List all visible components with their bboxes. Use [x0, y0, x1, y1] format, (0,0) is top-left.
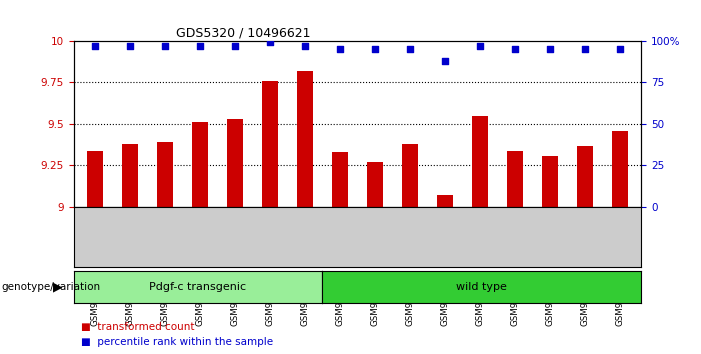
Bar: [613, 131, 628, 207]
Point: [89, 43, 100, 48]
Point: [580, 46, 591, 52]
Bar: [508, 150, 523, 207]
Text: ■  percentile rank within the sample: ■ percentile rank within the sample: [81, 337, 273, 347]
Point: [404, 46, 416, 52]
Text: Pdgf-c transgenic: Pdgf-c transgenic: [149, 282, 246, 292]
Bar: [122, 144, 137, 207]
Text: ▶: ▶: [53, 280, 63, 293]
Bar: [192, 122, 207, 207]
Bar: [402, 144, 418, 207]
Bar: [437, 195, 453, 207]
Bar: [227, 119, 243, 207]
Bar: [578, 145, 593, 207]
Bar: [87, 150, 102, 207]
Point: [545, 46, 556, 52]
Point: [369, 46, 381, 52]
Bar: [543, 155, 558, 207]
Bar: [332, 152, 348, 207]
Bar: [262, 81, 278, 207]
Text: ■  transformed count: ■ transformed count: [81, 322, 194, 332]
Point: [124, 43, 135, 48]
Text: GDS5320 / 10496621: GDS5320 / 10496621: [176, 27, 311, 40]
Bar: [367, 162, 383, 207]
Text: wild type: wild type: [456, 282, 507, 292]
Point: [159, 43, 170, 48]
Bar: [472, 115, 488, 207]
Bar: [297, 71, 313, 207]
Point: [194, 43, 205, 48]
Point: [440, 58, 451, 63]
Point: [334, 46, 346, 52]
Point: [475, 43, 486, 48]
Point: [510, 46, 521, 52]
Bar: [157, 142, 172, 207]
Point: [299, 43, 311, 48]
Point: [229, 43, 240, 48]
Point: [264, 40, 275, 45]
Text: genotype/variation: genotype/variation: [1, 282, 100, 292]
Point: [615, 46, 626, 52]
